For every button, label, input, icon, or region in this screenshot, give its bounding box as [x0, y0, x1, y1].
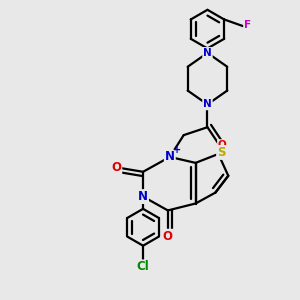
- Text: +: +: [173, 145, 181, 154]
- Text: S: S: [217, 146, 226, 159]
- Text: N: N: [203, 48, 212, 58]
- Text: N: N: [138, 190, 148, 203]
- Text: O: O: [111, 161, 121, 174]
- Text: N: N: [203, 99, 212, 110]
- Text: N: N: [165, 150, 175, 164]
- Text: Cl: Cl: [137, 260, 149, 273]
- Text: F: F: [244, 20, 251, 30]
- Text: O: O: [218, 140, 227, 150]
- Text: O: O: [163, 230, 173, 243]
